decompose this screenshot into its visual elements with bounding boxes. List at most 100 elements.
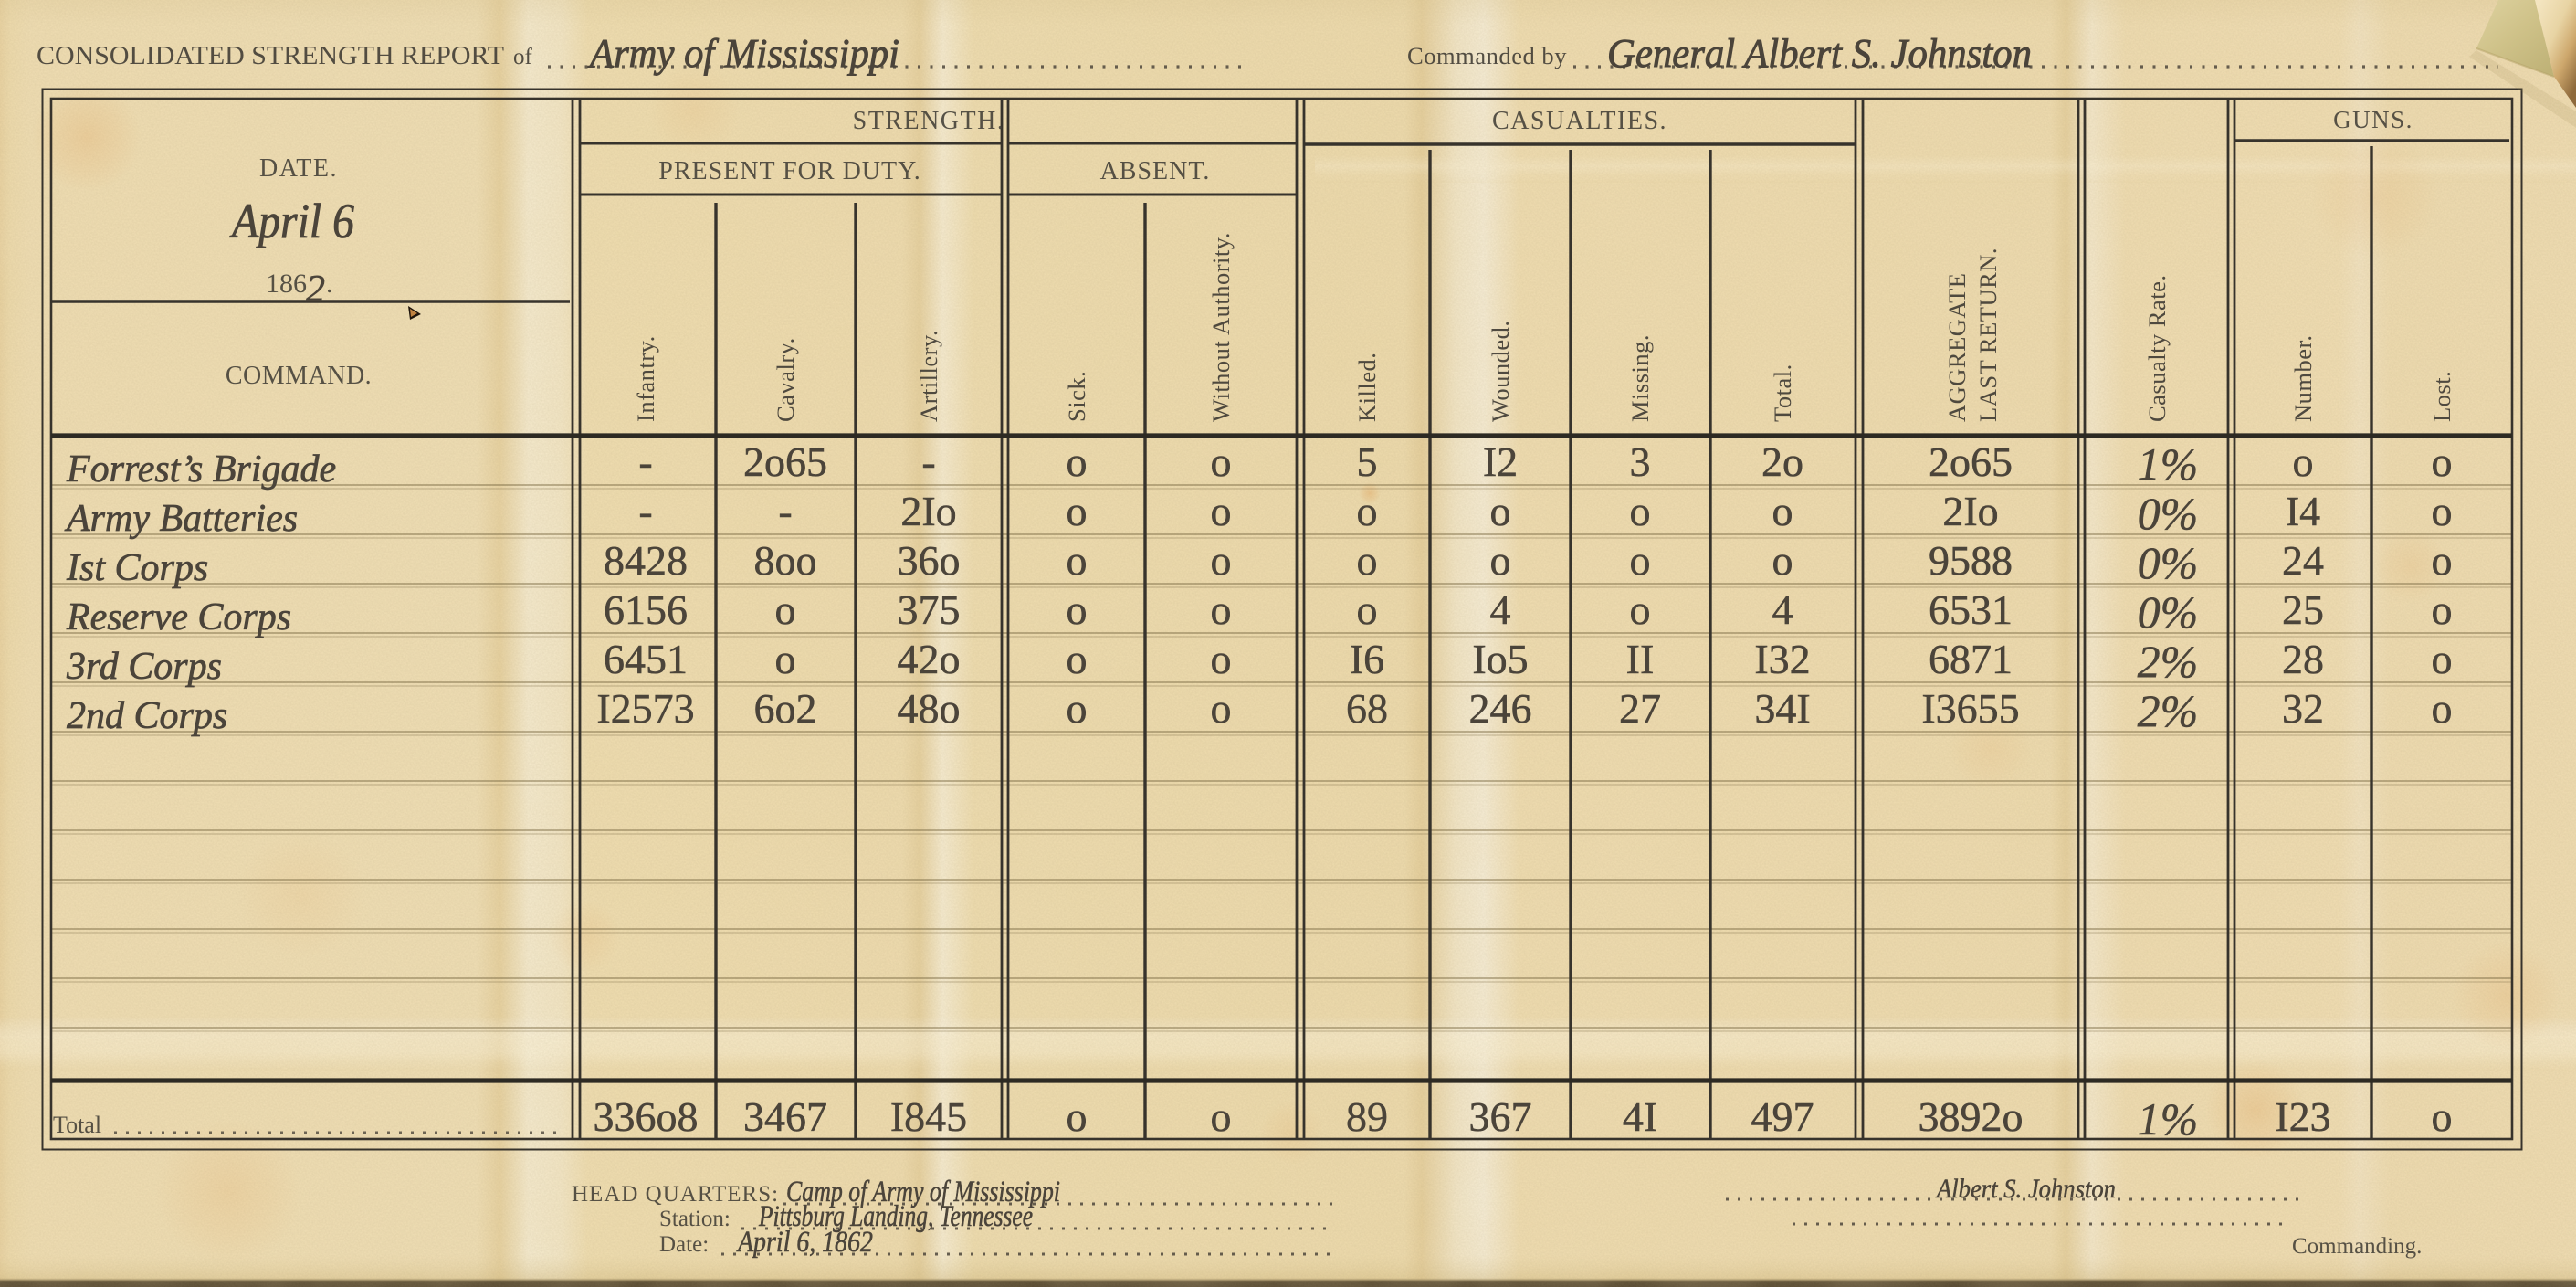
svg-text:April 6, 1862: April 6, 1862 [736, 1226, 873, 1259]
svg-text:CONSOLIDATED STRENGTH REPORT: CONSOLIDATED STRENGTH REPORT [37, 42, 504, 70]
svg-text:o: o [1357, 488, 1378, 534]
svg-text:o: o [1067, 636, 1088, 682]
svg-text:-: - [778, 488, 792, 534]
svg-text:o: o [1211, 1093, 1232, 1140]
svg-text:28: 28 [2282, 636, 2324, 682]
svg-text:Army Batteries: Army Batteries [64, 498, 298, 540]
svg-text:Wounded.: Wounded. [1487, 320, 1514, 422]
svg-text:2%: 2% [2138, 636, 2199, 687]
svg-text:of: of [513, 45, 533, 69]
svg-text:Total: Total [53, 1112, 101, 1138]
svg-text:o: o [2293, 438, 2314, 485]
svg-text:5: 5 [1357, 438, 1378, 485]
svg-text:o: o [1490, 537, 1511, 584]
svg-text:o: o [1630, 586, 1651, 633]
svg-text:General Albert S. Johnston: General Albert S. Johnston [1607, 31, 2032, 76]
svg-text:Forrest’s Brigade: Forrest’s Brigade [66, 448, 336, 491]
svg-text:Lost.: Lost. [2428, 371, 2455, 422]
svg-text:Commanding.: Commanding. [2292, 1234, 2422, 1259]
svg-text:2%: 2% [2138, 685, 2199, 736]
svg-text:-: - [638, 438, 652, 485]
svg-text:DATE.: DATE. [259, 154, 338, 183]
svg-text:o: o [1067, 438, 1088, 485]
svg-text:36o: 36o [898, 537, 961, 584]
svg-text:Io5: Io5 [1472, 636, 1528, 682]
svg-text:ABSENT.: ABSENT. [1100, 157, 1211, 185]
svg-text:Artillery.: Artillery. [915, 330, 942, 422]
svg-text:o: o [1211, 438, 1232, 485]
svg-text:Reserve Corps: Reserve Corps [66, 596, 291, 638]
svg-text:o: o [775, 636, 796, 682]
svg-text:32: 32 [2282, 685, 2324, 732]
svg-text:II: II [1626, 636, 1655, 682]
svg-text:2o65: 2o65 [743, 438, 827, 485]
svg-text:I2573: I2573 [596, 685, 694, 732]
svg-text:o: o [1630, 537, 1651, 584]
svg-text:2: 2 [306, 269, 325, 311]
svg-text:367: 367 [1469, 1093, 1532, 1140]
svg-text:25: 25 [2282, 586, 2324, 633]
svg-text:0%: 0% [2138, 488, 2199, 539]
svg-text:Ist Corps: Ist Corps [66, 547, 208, 589]
svg-text:4: 4 [1490, 586, 1511, 633]
svg-text:CASUALTIES.: CASUALTIES. [1492, 107, 1667, 135]
svg-text:3: 3 [1630, 438, 1651, 485]
svg-text:Cavalry.: Cavalry. [772, 337, 799, 422]
svg-text:4: 4 [1772, 586, 1793, 633]
svg-text:Without Authority.: Without Authority. [1207, 232, 1235, 422]
svg-text:Killed.: Killed. [1353, 353, 1381, 422]
svg-text:34I: 34I [1754, 685, 1810, 732]
svg-text:I4: I4 [2286, 488, 2320, 534]
svg-text:6531: 6531 [1929, 586, 2013, 633]
svg-text:o: o [1211, 685, 1232, 732]
svg-text:375: 375 [898, 586, 961, 633]
svg-text:6o2: 6o2 [754, 685, 817, 732]
svg-text:2Io: 2Io [1942, 488, 1998, 534]
svg-text:68: 68 [1346, 685, 1388, 732]
svg-text:I3655: I3655 [1921, 685, 2019, 732]
svg-text:COMMAND.: COMMAND. [226, 362, 372, 390]
svg-text:4I: 4I [1623, 1093, 1657, 1140]
svg-text:I23: I23 [2275, 1093, 2330, 1140]
svg-text:o: o [1357, 537, 1378, 584]
svg-text:497: 497 [1751, 1093, 1814, 1140]
svg-text:PRESENT FOR DUTY.: PRESENT FOR DUTY. [658, 157, 920, 185]
svg-text:Station:: Station: [659, 1207, 731, 1231]
svg-text:Total.: Total. [1769, 364, 1796, 422]
svg-text:o: o [2432, 636, 2453, 682]
svg-text:o: o [1067, 488, 1088, 534]
svg-text:o: o [2432, 685, 2453, 732]
svg-text:o: o [1067, 537, 1088, 584]
svg-text:LAST RETURN.: LAST RETURN. [1974, 248, 2002, 422]
svg-text:24: 24 [2282, 537, 2324, 584]
svg-text:o: o [2432, 488, 2453, 534]
svg-text:GUNS.: GUNS. [2333, 106, 2413, 133]
svg-text:1%: 1% [2138, 1093, 2199, 1145]
svg-text:2Io: 2Io [900, 488, 956, 534]
svg-text:Missing.: Missing. [1626, 334, 1654, 422]
svg-text:April 6: April 6 [229, 194, 354, 248]
svg-text:336o8: 336o8 [594, 1093, 699, 1140]
svg-text:o: o [775, 586, 796, 633]
svg-text:0%: 0% [2138, 537, 2199, 588]
svg-text:3rd Corps: 3rd Corps [66, 646, 222, 688]
svg-text:o: o [1211, 636, 1232, 682]
svg-text:6156: 6156 [604, 586, 688, 633]
svg-text:3467: 3467 [743, 1093, 827, 1140]
svg-text:Albert S. Johnston: Albert S. Johnston [1935, 1174, 2116, 1204]
svg-text:42o: 42o [898, 636, 961, 682]
svg-text:2o65: 2o65 [1929, 438, 2013, 485]
svg-text:o: o [2432, 586, 2453, 633]
svg-text:Casualty Rate.: Casualty Rate. [2143, 274, 2171, 422]
svg-text:1%: 1% [2138, 438, 2199, 490]
svg-text:HEAD QUARTERS:: HEAD QUARTERS: [572, 1182, 779, 1207]
svg-text:Sick.: Sick. [1063, 371, 1090, 422]
svg-text:o: o [1772, 488, 1793, 534]
svg-text:Pittsburg Landing, Tennessee: Pittsburg Landing, Tennessee [758, 1200, 1033, 1233]
svg-text:I32: I32 [1754, 636, 1810, 682]
svg-text:Date:: Date: [659, 1232, 709, 1257]
svg-text:8oo: 8oo [754, 537, 817, 584]
svg-text:.: . [326, 269, 333, 299]
svg-text:I6: I6 [1350, 636, 1384, 682]
svg-text:3892o: 3892o [1919, 1093, 2024, 1140]
